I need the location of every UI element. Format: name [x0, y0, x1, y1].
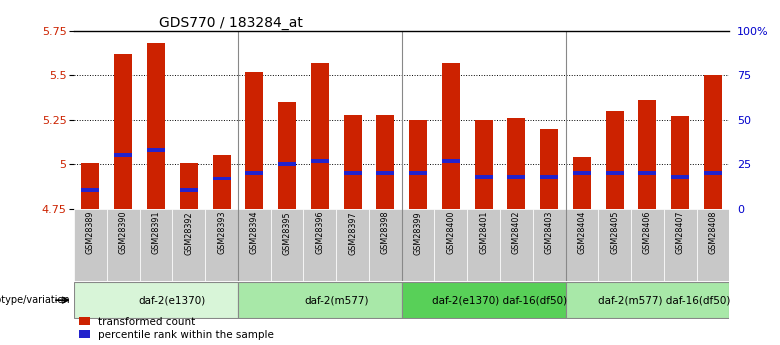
Bar	[566, 282, 729, 318]
Bar	[540, 175, 558, 179]
Bar	[500, 209, 533, 281]
Bar	[271, 209, 303, 281]
Bar	[533, 209, 566, 281]
Bar	[507, 118, 526, 209]
Text: GSM28399: GSM28399	[413, 211, 423, 255]
Bar	[147, 148, 165, 152]
Text: daf-2(e1370) daf-16(df50): daf-2(e1370) daf-16(df50)	[432, 295, 568, 305]
Bar	[664, 209, 697, 281]
Bar	[107, 209, 140, 281]
Bar	[179, 188, 198, 192]
Bar	[573, 157, 591, 209]
Bar	[278, 162, 296, 166]
Text: GSM28405: GSM28405	[610, 211, 619, 254]
Bar	[409, 171, 427, 175]
Text: GSM28406: GSM28406	[643, 211, 652, 254]
Bar	[507, 175, 526, 179]
Text: daf-2(e1370): daf-2(e1370)	[139, 295, 206, 305]
Bar	[310, 159, 329, 163]
Text: GSM28390: GSM28390	[119, 211, 128, 254]
Bar	[74, 209, 107, 281]
Bar	[638, 100, 657, 209]
Bar	[278, 102, 296, 209]
Text: GSM28403: GSM28403	[544, 211, 554, 254]
Text: GSM28404: GSM28404	[577, 211, 587, 254]
Text: GSM28392: GSM28392	[184, 211, 193, 255]
Text: GSM28402: GSM28402	[512, 211, 521, 254]
Legend: transformed count, percentile rank within the sample: transformed count, percentile rank withi…	[80, 317, 274, 340]
Bar	[566, 209, 598, 281]
Text: daf-2(m577): daf-2(m577)	[304, 295, 368, 305]
Bar	[598, 209, 631, 281]
Text: GSM28394: GSM28394	[250, 211, 259, 254]
Text: genotype/variation: genotype/variation	[0, 295, 70, 305]
Bar	[376, 115, 395, 209]
Bar	[704, 76, 722, 209]
Text: GSM28397: GSM28397	[348, 211, 357, 255]
Text: GSM28389: GSM28389	[86, 211, 95, 254]
Bar	[336, 209, 369, 281]
Bar	[671, 175, 690, 179]
Bar	[147, 43, 165, 209]
Bar	[467, 209, 500, 281]
Text: GSM28401: GSM28401	[479, 211, 488, 254]
Bar	[205, 209, 238, 281]
Bar	[671, 116, 690, 209]
Bar	[402, 209, 434, 281]
Bar	[605, 171, 624, 175]
Bar	[402, 282, 566, 318]
Bar	[704, 171, 722, 175]
Bar	[114, 54, 133, 209]
Text: GSM28396: GSM28396	[315, 211, 324, 254]
Text: daf-2(m577) daf-16(df50): daf-2(m577) daf-16(df50)	[597, 295, 730, 305]
Bar	[343, 171, 362, 175]
Bar	[81, 162, 100, 209]
Bar	[697, 209, 729, 281]
Bar	[212, 156, 231, 209]
Bar	[434, 209, 467, 281]
Bar	[81, 188, 100, 192]
Bar	[474, 120, 493, 209]
Bar	[369, 209, 402, 281]
Text: GSM28393: GSM28393	[217, 211, 226, 254]
Bar	[140, 209, 172, 281]
Bar	[238, 282, 402, 318]
Bar	[310, 63, 329, 209]
Bar	[638, 171, 657, 175]
Text: GSM28398: GSM28398	[381, 211, 390, 254]
Text: GSM28408: GSM28408	[708, 211, 718, 254]
Text: GSM28395: GSM28395	[282, 211, 292, 255]
Bar	[179, 162, 198, 209]
Text: GSM28407: GSM28407	[675, 211, 685, 254]
Bar	[343, 115, 362, 209]
Bar	[409, 120, 427, 209]
Bar	[573, 171, 591, 175]
Bar	[303, 209, 336, 281]
Text: GSM28400: GSM28400	[446, 211, 456, 254]
Text: GSM28391: GSM28391	[151, 211, 161, 254]
Bar	[376, 171, 395, 175]
Bar	[441, 159, 460, 163]
Bar	[474, 175, 493, 179]
Bar	[74, 282, 238, 318]
Bar	[212, 177, 231, 180]
Bar	[245, 171, 264, 175]
Bar	[238, 209, 271, 281]
Text: GDS770 / 183284_at: GDS770 / 183284_at	[159, 16, 303, 30]
Bar	[172, 209, 205, 281]
Bar	[114, 154, 133, 157]
Bar	[631, 209, 664, 281]
Bar	[540, 129, 558, 209]
Bar	[441, 63, 460, 209]
Bar	[245, 72, 264, 209]
Bar	[605, 111, 624, 209]
